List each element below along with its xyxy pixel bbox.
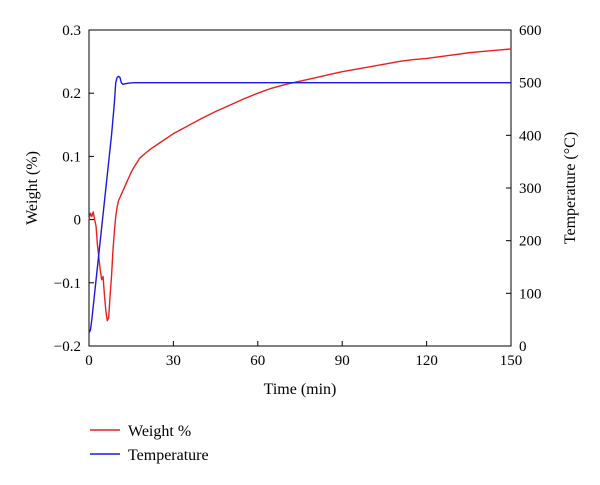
plot-frame <box>88 29 512 347</box>
right-y-tick-label: 100 <box>519 286 542 302</box>
x-tick-label: 90 <box>335 353 350 369</box>
right-y-tick-label: 600 <box>519 23 542 39</box>
x-tick-label: 0 <box>85 353 93 369</box>
x-axis-ticks: 0 30 60 90 120 150 <box>85 341 522 369</box>
temperature-series-line <box>88 75 511 334</box>
left-y-tick-label: −0.1 <box>54 276 81 292</box>
right-y-tick-label: 0 <box>519 339 527 355</box>
right-y-tick-label: 300 <box>519 181 542 197</box>
left-y-tick-label: 0.2 <box>62 86 81 102</box>
left-y-tick-label: −0.2 <box>54 339 81 355</box>
right-y-axis-title: Temperature (°C) <box>562 132 579 244</box>
x-tick-label: 30 <box>166 353 181 369</box>
legend-label-weight: Weight % <box>128 423 191 440</box>
left-y-axis-ticks: −0.2 −0.1 0 0.1 0.2 0.3 <box>54 23 94 355</box>
right-y-axis-ticks: 0 100 200 300 400 500 600 <box>506 23 542 355</box>
left-y-tick-label: 0.3 <box>62 23 81 39</box>
x-tick-label: 150 <box>500 353 523 369</box>
series-layer <box>88 48 512 334</box>
left-y-axis-title: Weight (%) <box>24 151 41 225</box>
left-y-tick-label: 0 <box>74 213 82 229</box>
right-y-tick-label: 500 <box>519 76 542 92</box>
legend-label-temperature: Temperature <box>128 447 209 464</box>
x-axis-title: Time (min) <box>264 381 337 398</box>
left-y-tick-label: 0.1 <box>62 149 81 165</box>
x-tick-label: 120 <box>415 353 438 369</box>
legend: Weight % Temperature <box>90 423 209 464</box>
right-y-tick-label: 400 <box>519 128 542 144</box>
weight-series-line <box>88 48 512 322</box>
x-tick-label: 60 <box>250 353 265 369</box>
right-y-tick-label: 200 <box>519 234 542 250</box>
